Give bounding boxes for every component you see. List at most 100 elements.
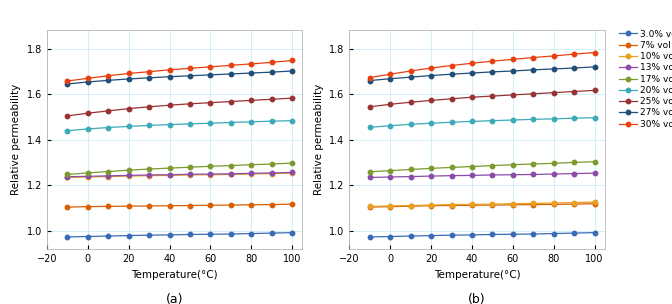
- 10% vol: [104, 175, 112, 178]
- 25% vol: [267, 97, 276, 101]
- Line: 7% vol: 7% vol: [368, 202, 597, 209]
- 10% vol: [165, 174, 173, 177]
- 7% vol: [247, 203, 255, 207]
- 25% vol: [165, 103, 173, 107]
- 20% vol: [530, 118, 538, 121]
- 25% vol: [448, 97, 456, 101]
- 10% vol: [206, 173, 214, 177]
- 30% vol: [84, 77, 92, 80]
- 20% vol: [206, 121, 214, 125]
- 3.0% vol: [386, 235, 394, 238]
- 13% vol: [247, 171, 255, 175]
- 17% vol: [489, 164, 497, 168]
- 30% vol: [366, 76, 374, 79]
- 27% vol: [550, 67, 558, 71]
- 27% vol: [206, 73, 214, 77]
- 30% vol: [427, 66, 435, 70]
- 30% vol: [448, 64, 456, 67]
- 13% vol: [165, 173, 173, 177]
- 10% vol: [63, 176, 71, 179]
- 30% vol: [206, 65, 214, 69]
- 27% vol: [530, 68, 538, 72]
- 25% vol: [550, 91, 558, 95]
- 10% vol: [468, 202, 476, 206]
- 13% vol: [509, 173, 517, 177]
- 3.0% vol: [468, 233, 476, 237]
- 10% vol: [125, 174, 133, 178]
- 27% vol: [63, 82, 71, 86]
- 10% vol: [386, 204, 394, 208]
- 13% vol: [591, 171, 599, 175]
- 20% vol: [570, 116, 578, 120]
- 10% vol: [448, 203, 456, 206]
- 13% vol: [227, 172, 235, 176]
- 13% vol: [530, 173, 538, 176]
- 3.0% vol: [509, 233, 517, 236]
- 20% vol: [288, 119, 296, 123]
- 13% vol: [125, 174, 133, 177]
- 10% vol: [247, 172, 255, 176]
- 25% vol: [206, 101, 214, 105]
- 10% vol: [530, 202, 538, 205]
- 17% vol: [186, 165, 194, 169]
- 13% vol: [386, 175, 394, 179]
- 7% vol: [165, 204, 173, 208]
- 10% vol: [145, 174, 153, 178]
- 20% vol: [125, 125, 133, 128]
- 17% vol: [530, 162, 538, 166]
- 25% vol: [386, 102, 394, 106]
- 20% vol: [63, 129, 71, 133]
- X-axis label: Temperature(°C): Temperature(°C): [132, 270, 218, 280]
- 20% vol: [104, 126, 112, 130]
- 20% vol: [448, 120, 456, 124]
- 27% vol: [288, 69, 296, 73]
- 13% vol: [448, 174, 456, 178]
- 17% vol: [509, 163, 517, 167]
- Line: 13% vol: 13% vol: [65, 170, 294, 179]
- 10% vol: [427, 203, 435, 207]
- 27% vol: [468, 71, 476, 75]
- 7% vol: [227, 203, 235, 207]
- 7% vol: [407, 204, 415, 208]
- 20% vol: [247, 120, 255, 124]
- 7% vol: [186, 204, 194, 207]
- 20% vol: [386, 124, 394, 128]
- 25% vol: [125, 107, 133, 110]
- 27% vol: [509, 69, 517, 73]
- Line: 7% vol: 7% vol: [65, 202, 294, 209]
- 3.0% vol: [145, 233, 153, 237]
- 30% vol: [145, 70, 153, 74]
- 20% vol: [366, 126, 374, 129]
- 3.0% vol: [125, 234, 133, 237]
- 13% vol: [570, 172, 578, 175]
- 30% vol: [591, 51, 599, 54]
- 30% vol: [186, 67, 194, 70]
- 13% vol: [104, 174, 112, 178]
- 20% vol: [165, 123, 173, 126]
- Text: (a): (a): [166, 293, 183, 304]
- 25% vol: [186, 102, 194, 106]
- 20% vol: [489, 119, 497, 123]
- 20% vol: [145, 124, 153, 127]
- 20% vol: [227, 121, 235, 124]
- 30% vol: [489, 59, 497, 63]
- Line: 17% vol: 17% vol: [65, 161, 294, 177]
- Line: 10% vol: 10% vol: [65, 171, 294, 180]
- 17% vol: [591, 160, 599, 164]
- X-axis label: Temperature(°C): Temperature(°C): [434, 270, 520, 280]
- 20% vol: [186, 122, 194, 126]
- 20% vol: [591, 116, 599, 119]
- 25% vol: [145, 105, 153, 109]
- 27% vol: [84, 80, 92, 84]
- 7% vol: [530, 203, 538, 206]
- 10% vol: [489, 202, 497, 206]
- 13% vol: [468, 174, 476, 177]
- Text: (b): (b): [468, 293, 486, 304]
- 25% vol: [427, 98, 435, 102]
- 3.0% vol: [489, 233, 497, 236]
- 27% vol: [186, 74, 194, 78]
- 17% vol: [125, 168, 133, 172]
- 3.0% vol: [591, 231, 599, 234]
- 25% vol: [63, 114, 71, 118]
- 30% vol: [468, 61, 476, 65]
